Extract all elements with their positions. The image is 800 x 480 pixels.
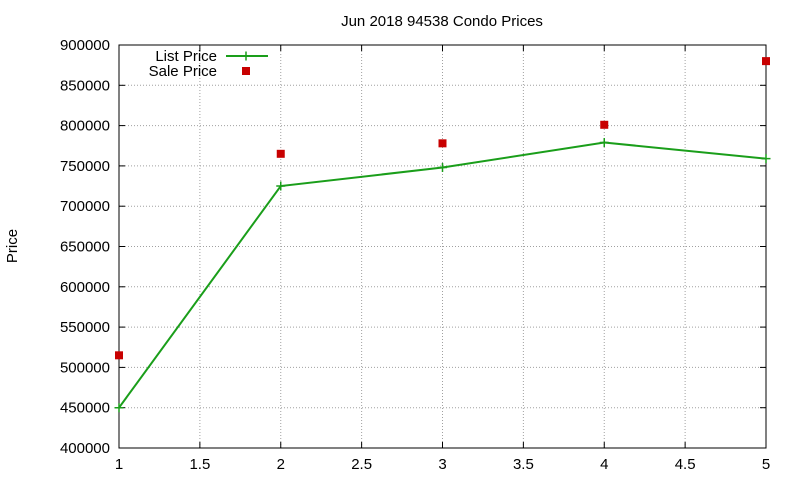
x-tick-label: 2.5 (351, 456, 372, 473)
list-price-point (438, 163, 447, 173)
y-tick-label: 850000 (60, 77, 110, 94)
legend-marker-list-price (241, 51, 251, 61)
x-tick-label: 5 (762, 456, 770, 473)
x-tick-label: 3.5 (513, 456, 534, 473)
list-price-point (599, 138, 609, 148)
list-price-point (761, 154, 771, 164)
sale-price-point (438, 139, 447, 148)
grid-lines (119, 45, 766, 448)
x-axis-tick-labels: 1 1.5 2 2.5 3 3.5 4 4.5 5 (115, 456, 770, 473)
y-tick-label: 500000 (60, 359, 110, 376)
legend-label-list-price: List Price (155, 48, 217, 65)
legend-marker-sale-price (242, 67, 250, 75)
y-tick-label: 400000 (60, 440, 110, 457)
axis-ticks (118, 44, 767, 449)
y-axis-tick-labels: 400000 450000 500000 550000 600000 650000 7000… (60, 37, 110, 457)
list-price-line (118, 141, 767, 409)
sale-price-point (600, 120, 609, 129)
sale-price-point (762, 57, 770, 66)
legend: List Price Sale Price (149, 48, 268, 80)
x-tick-label: 3 (438, 456, 446, 473)
y-tick-label: 800000 (60, 118, 110, 135)
y-tick-label: 750000 (60, 158, 110, 175)
y-tick-label: 550000 (60, 319, 110, 336)
sale-price-point (115, 351, 123, 360)
sale-price-point (276, 149, 285, 158)
data-series (114, 57, 771, 413)
y-tick-label: 450000 (60, 400, 110, 417)
y-tick-label: 900000 (60, 37, 110, 54)
legend-label-sale-price: Sale Price (149, 63, 217, 80)
list-price-point (114, 403, 124, 413)
x-tick-label: 1.5 (189, 456, 210, 473)
x-tick-label: 2 (277, 456, 285, 473)
y-tick-label: 650000 (60, 239, 110, 256)
chart-title: Jun 2018 94538 Condo Prices (341, 13, 543, 30)
y-axis-label: Price (4, 229, 21, 263)
x-tick-label: 4 (600, 456, 608, 473)
list-price-point (276, 181, 286, 191)
y-tick-label: 600000 (60, 279, 110, 296)
x-tick-label: 4.5 (675, 456, 696, 473)
y-tick-label: 700000 (60, 198, 110, 215)
x-tick-label: 1 (115, 456, 123, 473)
